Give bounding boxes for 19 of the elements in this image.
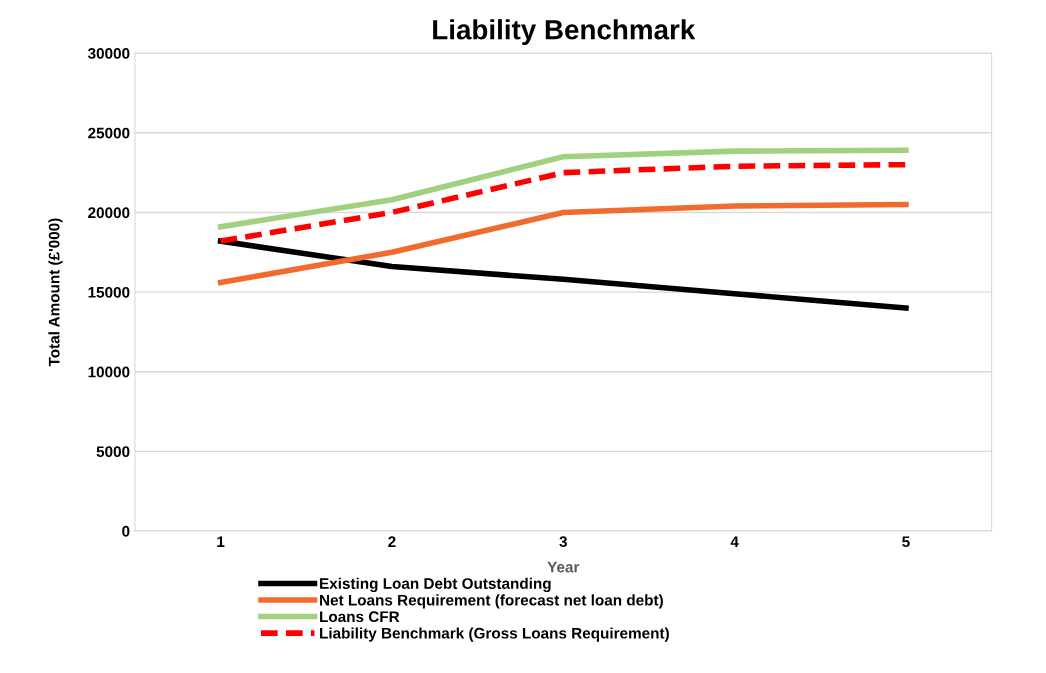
y-tick-label: 10000: [88, 366, 130, 378]
y-tick-label: 15000: [88, 286, 130, 298]
y-tick-label: 25000: [88, 127, 130, 139]
y-tick-label: 20000: [88, 207, 130, 219]
x-tick-label: 3: [559, 536, 567, 548]
legend-label: Liability Benchmark (Gross Loans Requirement): [320, 627, 669, 642]
y-tick-label: 30000: [87, 48, 130, 59]
y-tick-label: 0: [122, 525, 130, 537]
legend-label: Existing Loan Debt Outstanding: [320, 577, 551, 593]
x-tick-label: 2: [388, 536, 396, 547]
x-tick-label: 4: [730, 536, 739, 547]
x-axis-title: Year: [547, 561, 580, 573]
legend-label: Loans CFR: [320, 611, 400, 623]
y-tick-label: 5000: [96, 446, 130, 458]
y-axis-title: Total Amount (£'000): [48, 218, 63, 367]
chart-title: Liability Benchmark: [433, 19, 696, 46]
legend-label: Net Loans Requirement (forecast net loan debt): [320, 594, 663, 609]
x-tick-label: 5: [902, 536, 910, 548]
x-tick-label: 1: [217, 536, 225, 547]
